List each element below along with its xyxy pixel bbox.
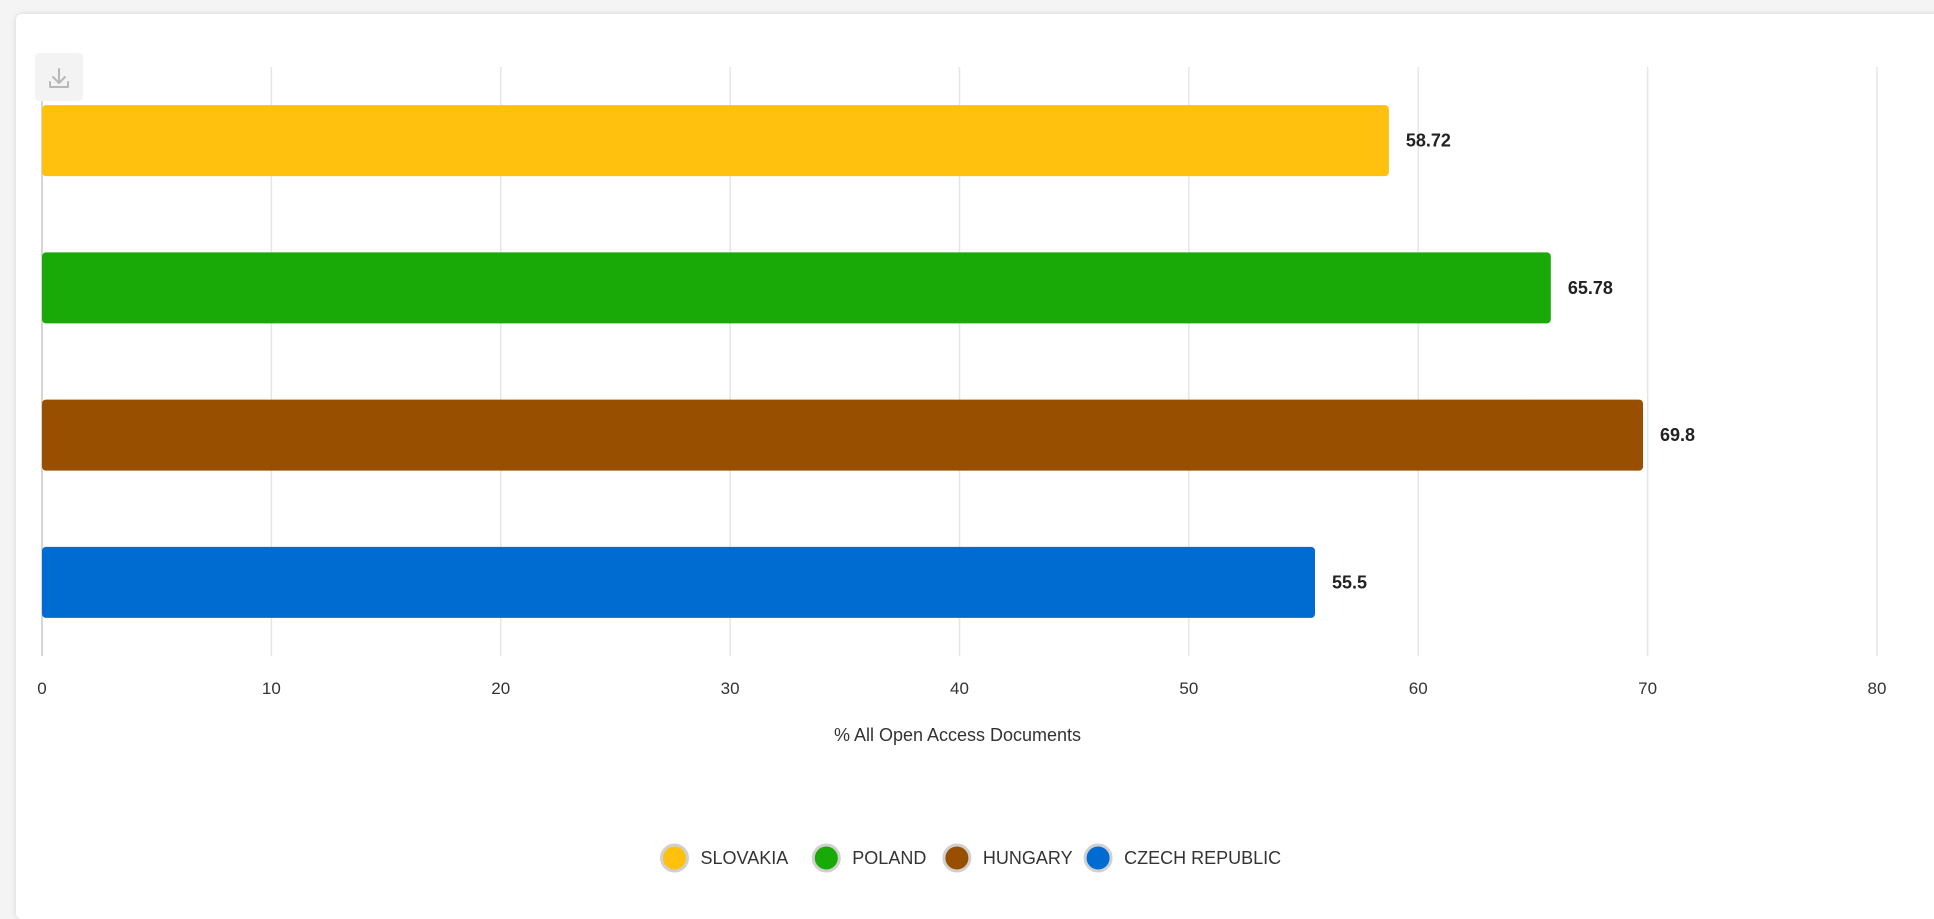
- data-label: 69.8: [1660, 425, 1695, 445]
- data-label: 65.78: [1568, 278, 1613, 298]
- download-button[interactable]: [35, 53, 83, 101]
- legend-item-czech-republic[interactable]: CZECH REPUBLIC: [1083, 843, 1281, 873]
- x-tick-label: 50: [1179, 679, 1198, 698]
- x-axis-title: % All Open Access Documents: [834, 725, 1081, 745]
- bar-hungary[interactable]: [42, 399, 1644, 471]
- bar-poland[interactable]: [42, 252, 1551, 324]
- bars: [42, 105, 1644, 618]
- legend-item-slovakia[interactable]: SLOVAKIA: [660, 843, 789, 873]
- bar-czech-republic[interactable]: [42, 546, 1316, 618]
- x-tick-label: 0: [37, 679, 46, 698]
- legend-item-hungary[interactable]: HUNGARY: [942, 843, 1073, 873]
- x-tick-label: 70: [1638, 679, 1657, 698]
- x-tick-label: 20: [491, 679, 510, 698]
- x-tick-label: 60: [1409, 679, 1428, 698]
- legend-marker: [1083, 843, 1113, 873]
- data-labels: 58.72 65.78 69.8 55.5: [1332, 131, 1695, 593]
- legend-item-poland[interactable]: POLAND: [811, 843, 926, 873]
- legend-label: POLAND: [852, 848, 926, 868]
- x-tick-label: 40: [950, 679, 969, 698]
- x-tick-label: 80: [1868, 679, 1887, 698]
- legend-label: CZECH REPUBLIC: [1124, 848, 1281, 868]
- legend-label: HUNGARY: [983, 848, 1073, 868]
- data-label: 58.72: [1406, 131, 1451, 151]
- legend-marker: [942, 843, 972, 873]
- x-axis-ticks: 0 10 20 30 40 50 60 70 80: [37, 679, 1886, 698]
- legend-marker: [811, 843, 841, 873]
- x-tick-label: 30: [721, 679, 740, 698]
- bar-slovakia[interactable]: [42, 105, 1389, 177]
- legend: SLOVAKIA POLAND HUNGARY CZECH REPUBLIC: [660, 843, 1281, 873]
- legend-label: SLOVAKIA: [701, 848, 789, 868]
- x-tick-label: 10: [262, 679, 281, 698]
- download-icon: [49, 68, 69, 88]
- data-label: 55.5: [1332, 572, 1367, 592]
- legend-marker: [660, 843, 689, 873]
